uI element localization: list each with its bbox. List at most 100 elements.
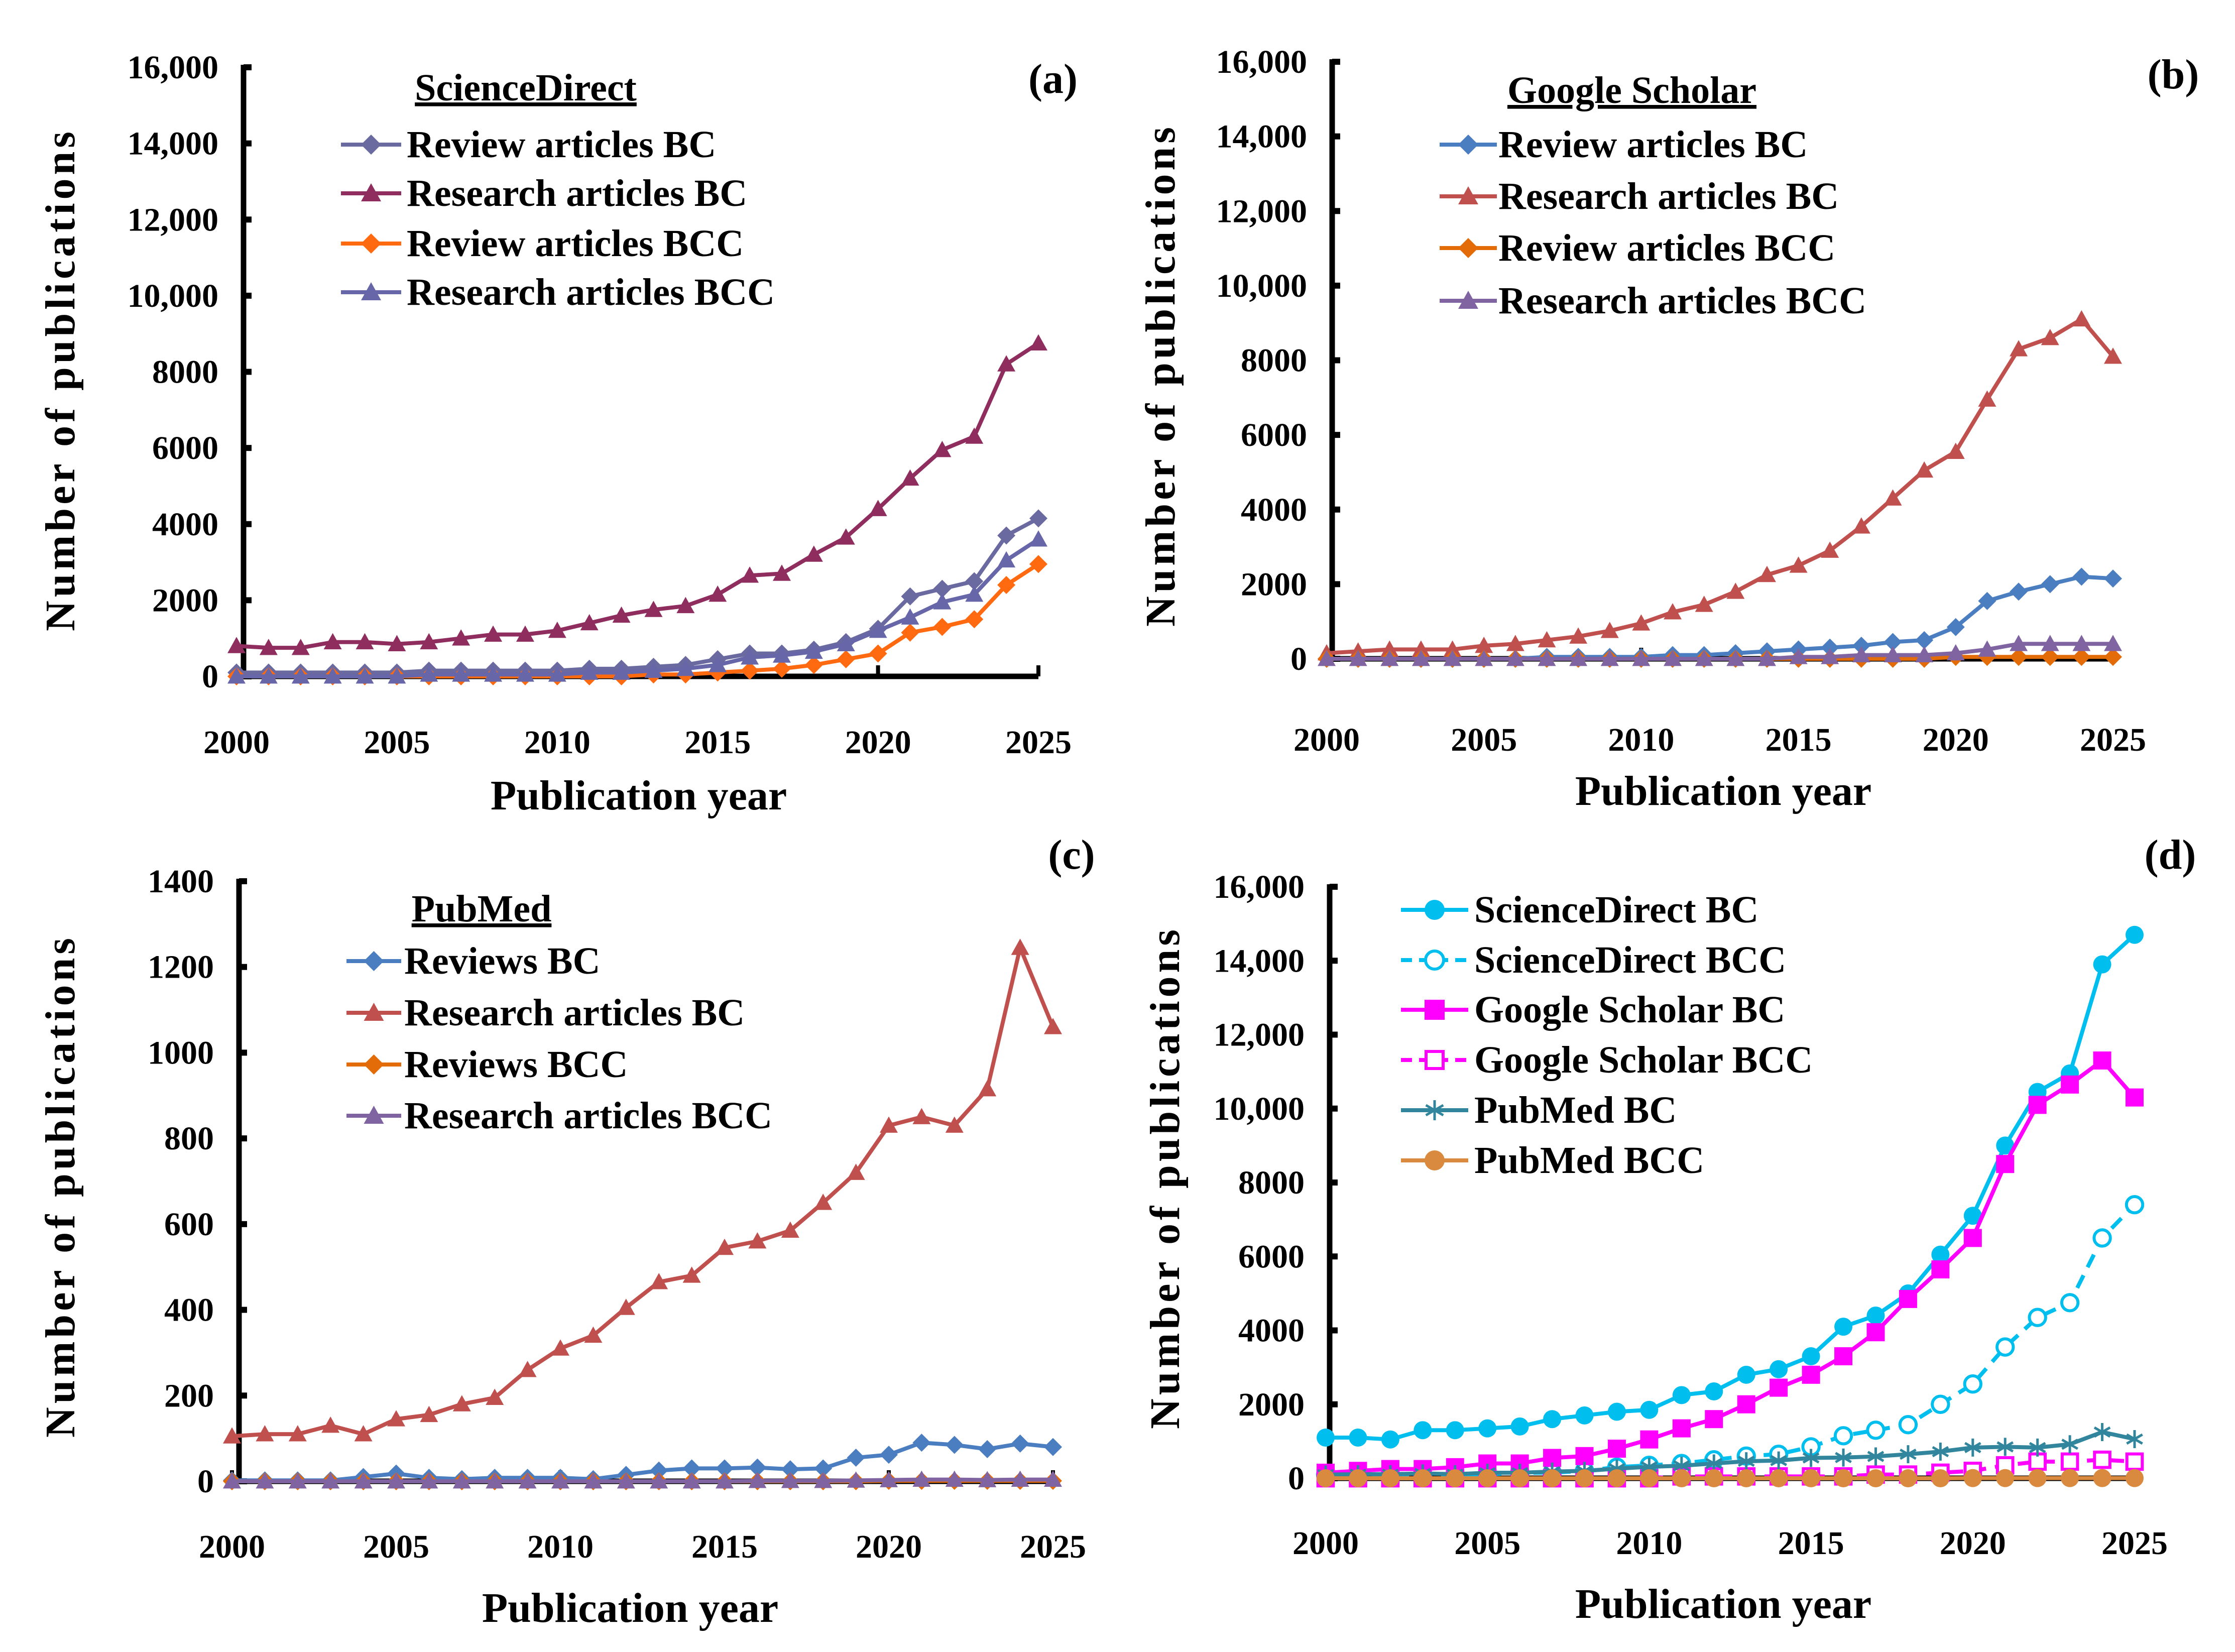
series-research-articles-bcc (227, 530, 1047, 684)
triangle-marker (1458, 291, 1478, 309)
triangle-marker (1538, 631, 1556, 648)
triangle-marker (518, 1361, 537, 1377)
triangle-marker (387, 1410, 405, 1427)
triangle-marker (617, 1299, 635, 1315)
diamond-marker (869, 644, 887, 663)
circle-marker (1317, 1429, 1335, 1447)
x-tick-label: 2000 (199, 1528, 265, 1565)
triangle-marker (612, 663, 631, 680)
triangle-marker (323, 667, 342, 684)
y-tick-label: 14,000 (128, 126, 219, 162)
triangle-marker (912, 1108, 931, 1124)
y-tick-label: 0 (197, 1463, 214, 1500)
square-marker (1640, 1430, 1659, 1449)
square-marker (1737, 1395, 1755, 1413)
triangle-marker (741, 566, 759, 583)
triangle-marker (388, 635, 406, 651)
y-tick-label: 4000 (152, 506, 218, 543)
triangle-marker (1915, 646, 1934, 662)
triangle-marker (356, 633, 374, 650)
series-line (237, 537, 1040, 678)
triangle-marker (1011, 938, 1029, 955)
y-tick-label: 6000 (1238, 1238, 1305, 1275)
diamond-marker (2072, 567, 2091, 586)
x-tick-label: 2005 (1451, 722, 1517, 758)
triangle-marker (551, 1339, 569, 1356)
y-axis-title: Number of publications (37, 934, 84, 1438)
triangle-marker (1789, 648, 1808, 664)
series-research-articles-bc (227, 334, 1047, 655)
circle-marker (1996, 1136, 2015, 1155)
diamond-marker (2072, 648, 2091, 666)
circle-marker (1381, 1469, 1399, 1487)
circle-marker (1963, 1469, 1982, 1487)
triangle-marker (965, 427, 984, 444)
triangle-marker (748, 1232, 767, 1249)
circle-marker (1478, 1469, 1497, 1487)
diamond-marker (2041, 575, 2059, 594)
square-marker (1931, 1260, 1950, 1279)
legend-label: PubMed BC (1474, 1089, 1677, 1131)
triangle-marker (682, 1266, 701, 1283)
diamond-marker (1029, 509, 1047, 528)
x-tick-label: 2010 (1608, 722, 1674, 758)
triangle-marker (1915, 461, 1934, 478)
x-tick-label: 2015 (691, 1528, 758, 1565)
diamond-marker (716, 1459, 734, 1478)
x-tick-label: 2025 (1020, 1528, 1086, 1565)
triangle-marker (1946, 442, 1965, 459)
legend-label: Research articles BC (1498, 175, 1839, 217)
series-line (1325, 1058, 2137, 1475)
circle-marker (1607, 1469, 1626, 1487)
y-tick-label: 400 (164, 1292, 214, 1329)
legend-label: ScienceDirect BCC (1474, 939, 1786, 981)
triangle-marker (997, 551, 1016, 568)
triangle-marker (1044, 1018, 1062, 1034)
diamond-marker (772, 659, 791, 678)
triangle-marker (869, 500, 887, 516)
series-line (232, 1441, 1053, 1483)
legend-item: Google Scholar BCC (1401, 1039, 1813, 1081)
legend-label: PubMed BCC (1474, 1139, 1704, 1182)
triangle-marker (223, 1427, 241, 1444)
triangle-marker (2041, 635, 2059, 651)
triangle-marker (869, 622, 887, 638)
circle-marker (1963, 1207, 1982, 1225)
legend-item: Research articles BCC (341, 271, 775, 313)
diamond-marker (781, 1460, 799, 1479)
x-tick-label: 2000 (1293, 722, 1360, 758)
triangle-marker (741, 648, 759, 665)
circle-marker (1446, 1469, 1464, 1487)
legend-item: Research articles BCC (1440, 280, 1866, 322)
diamond-marker (741, 661, 759, 680)
x-tick-label: 2005 (364, 724, 430, 761)
circle-marker (1349, 1429, 1367, 1447)
circle-marker (1899, 1469, 1917, 1487)
triangle-marker (1600, 650, 1619, 666)
circle-open-marker (1424, 950, 1445, 971)
circle-marker (1317, 1469, 1335, 1487)
triangle-marker (837, 635, 855, 651)
y-tick-label: 14,000 (1216, 119, 1308, 155)
square-marker (2126, 1088, 2144, 1107)
circle-open-marker (1898, 1415, 1918, 1435)
triangle-marker (288, 1472, 307, 1489)
diamond-marker (901, 587, 919, 606)
circle-marker (1931, 1469, 1950, 1487)
asterisk-marker (1932, 1442, 1949, 1461)
triangle-marker (1632, 614, 1651, 631)
legend-item: Review articles BC (1440, 124, 1808, 166)
triangle-marker (847, 1471, 865, 1488)
triangle-marker (804, 642, 823, 659)
square-marker (2061, 1075, 2079, 1094)
triangle-marker (387, 1472, 405, 1489)
circle-marker (1425, 900, 1445, 920)
legend-item: Research articles BC (346, 992, 745, 1034)
asterisk-marker (1996, 1438, 2014, 1456)
triangle-marker (584, 1472, 603, 1489)
diamond-marker (682, 1459, 701, 1478)
y-tick-label: 0 (202, 658, 218, 695)
y-axis-title: Number of publications (1142, 926, 1189, 1429)
triangle-marker (716, 1238, 734, 1255)
triangle-marker (1458, 186, 1478, 204)
